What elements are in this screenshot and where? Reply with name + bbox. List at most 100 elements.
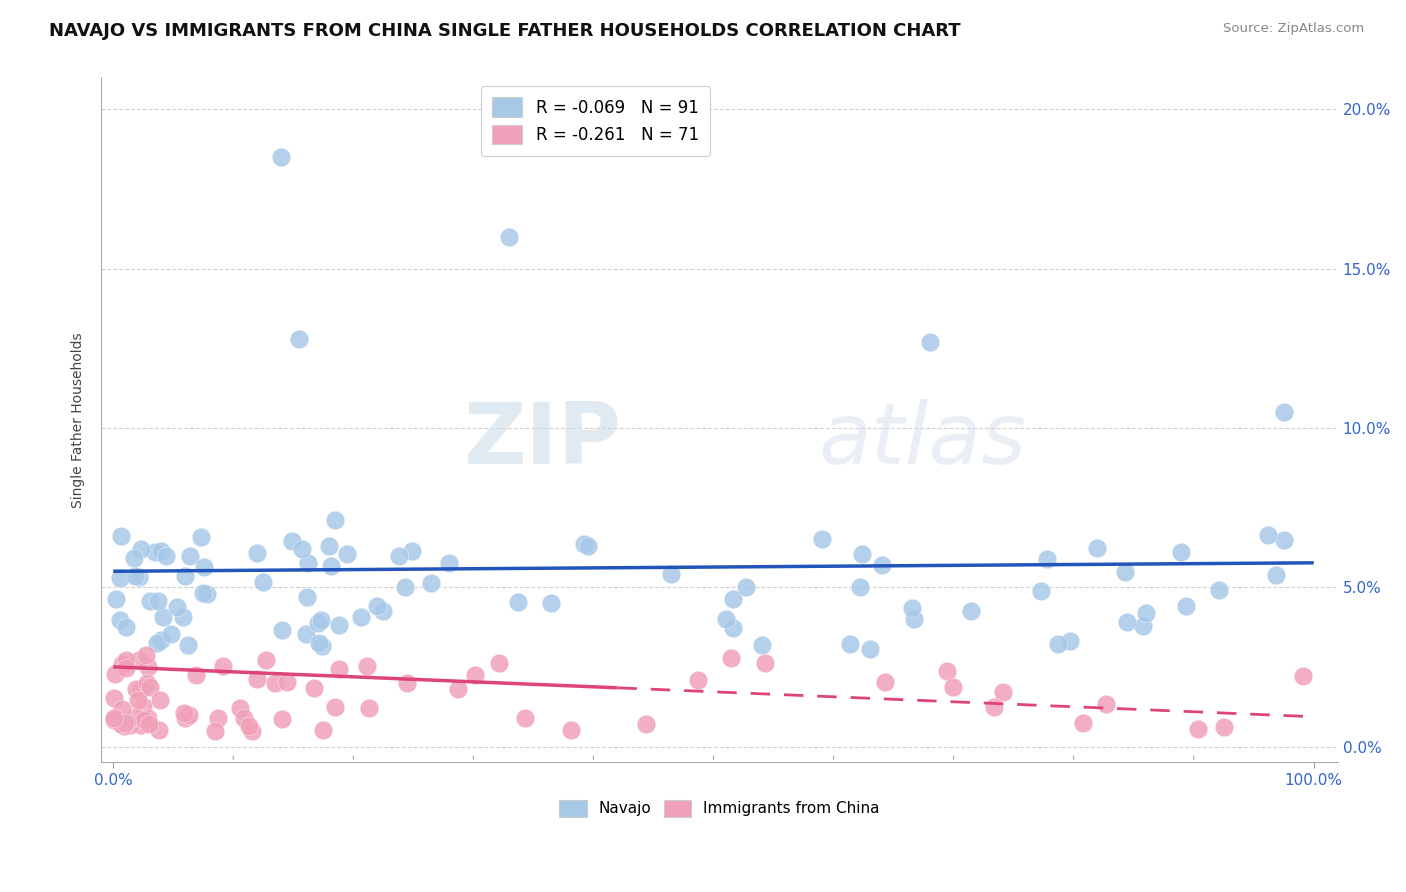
Point [1036, 552, 1059, 566]
Point [124, 710, 146, 724]
Point [1187, 722, 1209, 736]
Point [240, 723, 263, 738]
Point [173, 706, 195, 721]
Point [388, 549, 411, 563]
Point [311, 639, 333, 653]
Point [129, 542, 152, 557]
Point [751, 638, 773, 652]
Point [115, 620, 138, 634]
Point [720, 650, 742, 665]
Point [1116, 615, 1139, 630]
Point [336, 547, 359, 561]
Point [128, 569, 150, 583]
Point [108, 572, 131, 586]
Point [207, 711, 229, 725]
Point [1292, 669, 1315, 683]
Point [1095, 697, 1118, 711]
Point [901, 600, 924, 615]
Point [1085, 541, 1108, 555]
Point [754, 656, 776, 670]
Point [132, 699, 155, 714]
Point [138, 717, 160, 731]
Point [191, 586, 214, 600]
Point [297, 557, 319, 571]
Legend: Navajo, Immigrants from China: Navajo, Immigrants from China [553, 793, 886, 823]
Point [111, 702, 134, 716]
Point [148, 723, 170, 738]
Point [993, 685, 1015, 699]
Point [918, 334, 941, 349]
Text: Source: ZipAtlas.com: Source: ZipAtlas.com [1223, 22, 1364, 36]
Point [870, 558, 893, 572]
Point [572, 537, 595, 551]
Point [1170, 545, 1192, 559]
Point [312, 723, 335, 737]
Point [447, 682, 470, 697]
Point [686, 673, 709, 687]
Point [401, 543, 423, 558]
Point [155, 549, 177, 563]
Point [811, 532, 834, 546]
Point [136, 659, 159, 673]
Point [1272, 405, 1295, 419]
Point [288, 332, 311, 346]
Point [1059, 634, 1081, 648]
Point [122, 550, 145, 565]
Point [419, 576, 441, 591]
Point [513, 711, 536, 725]
Point [291, 541, 314, 556]
Point [859, 642, 882, 657]
Point [128, 653, 150, 667]
Point [238, 719, 260, 733]
Point [1029, 583, 1052, 598]
Point [394, 581, 416, 595]
Point [323, 699, 346, 714]
Point [270, 712, 292, 726]
Point [179, 707, 201, 722]
Point [271, 623, 294, 637]
Point [174, 569, 197, 583]
Point [714, 612, 737, 626]
Point [295, 626, 318, 640]
Point [396, 676, 419, 690]
Point [1114, 566, 1136, 580]
Point [129, 718, 152, 732]
Point [149, 693, 172, 707]
Point [328, 662, 350, 676]
Point [1175, 599, 1198, 613]
Point [325, 513, 347, 527]
Point [276, 674, 298, 689]
Point [118, 718, 141, 732]
Point [160, 627, 183, 641]
Point [110, 716, 132, 731]
Point [254, 653, 277, 667]
Text: ZIP: ZIP [463, 399, 620, 482]
Point [560, 723, 582, 737]
Point [139, 680, 162, 694]
Point [129, 682, 152, 697]
Point [295, 590, 318, 604]
Point [135, 648, 157, 662]
Point [173, 710, 195, 724]
Point [349, 610, 371, 624]
Point [143, 544, 166, 558]
Point [204, 723, 226, 738]
Point [1135, 607, 1157, 621]
Point [139, 593, 162, 607]
Point [659, 566, 682, 581]
Point [498, 229, 520, 244]
Point [1073, 715, 1095, 730]
Point [903, 612, 925, 626]
Point [281, 533, 304, 548]
Point [152, 609, 174, 624]
Point [166, 600, 188, 615]
Point [172, 609, 194, 624]
Point [211, 659, 233, 673]
Point [246, 672, 269, 686]
Point [359, 701, 381, 715]
Point [735, 580, 758, 594]
Point [270, 150, 292, 164]
Text: atlas: atlas [818, 399, 1026, 482]
Point [124, 568, 146, 582]
Point [1265, 567, 1288, 582]
